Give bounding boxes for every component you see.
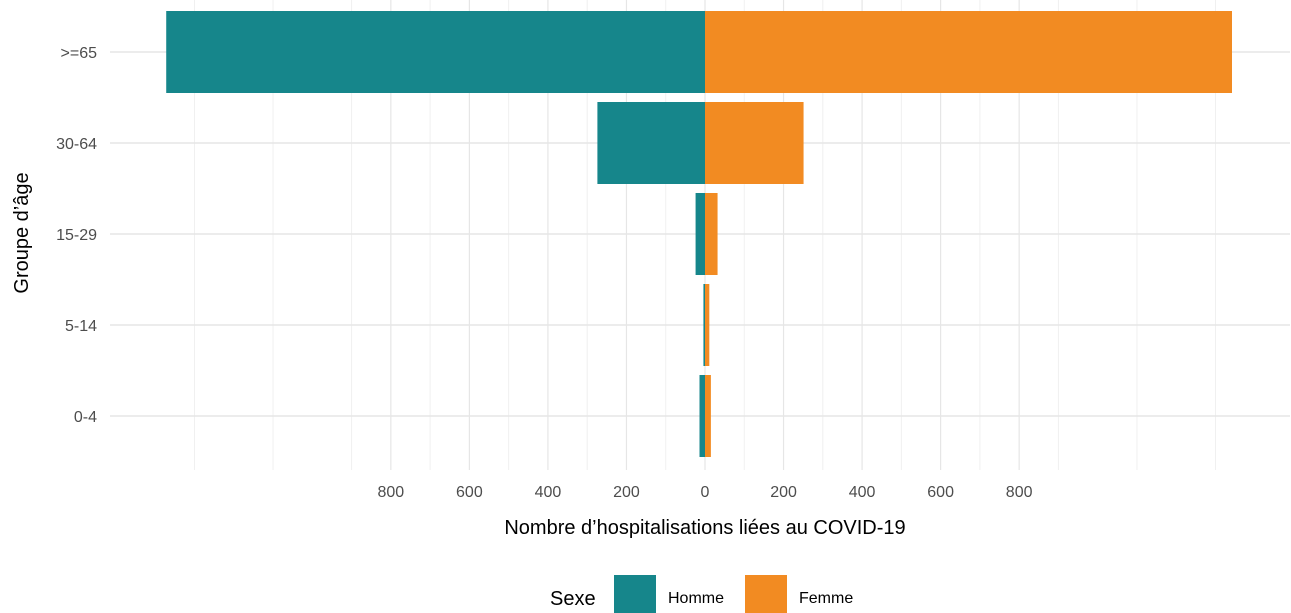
x-tick-label: 0 xyxy=(701,484,710,501)
bar-femme-04 xyxy=(705,375,711,457)
legend-swatch-homme xyxy=(614,575,656,613)
bar-homme-514 xyxy=(703,284,705,366)
bar-homme-1529 xyxy=(695,193,705,275)
x-tick-label: 600 xyxy=(456,484,483,501)
y-tick-labels: 0-4 5-14 15-29 30-64 >=65 xyxy=(56,45,97,426)
bar-femme-3064 xyxy=(705,102,804,184)
bar-femme-1529 xyxy=(705,193,718,275)
bar-homme-04 xyxy=(699,375,705,457)
bar-femme-514 xyxy=(705,284,710,366)
x-tick-label: 800 xyxy=(1006,484,1033,501)
y-tick-label: 30-64 xyxy=(56,136,97,153)
y-tick-label: >=65 xyxy=(61,45,98,62)
bar-homme-3064 xyxy=(597,102,705,184)
legend: Sexe Homme Femme xyxy=(550,575,853,613)
x-axis-title: Nombre d’hospitalisations liées au COVID… xyxy=(504,517,905,539)
bar-homme-65 xyxy=(166,11,706,93)
x-tick-label: 800 xyxy=(377,484,404,501)
x-tick-label: 400 xyxy=(849,484,876,501)
y-tick-label: 15-29 xyxy=(56,227,97,244)
bars xyxy=(166,11,1232,457)
bar-femme-65 xyxy=(705,11,1232,93)
legend-label-femme: Femme xyxy=(799,590,853,607)
y-axis-title: Groupe d’âge xyxy=(11,172,33,293)
x-tick-label: 400 xyxy=(535,484,562,501)
legend-label-homme: Homme xyxy=(668,590,724,607)
y-tick-label: 0-4 xyxy=(74,409,97,426)
y-tick-label: 5-14 xyxy=(65,318,97,335)
x-tick-labels: 800 600 400 200 0 200 400 600 800 xyxy=(377,484,1032,501)
legend-swatch-femme xyxy=(745,575,787,613)
x-tick-label: 200 xyxy=(770,484,797,501)
legend-title: Sexe xyxy=(550,588,596,610)
x-tick-label: 200 xyxy=(613,484,640,501)
x-tick-label: 600 xyxy=(927,484,954,501)
